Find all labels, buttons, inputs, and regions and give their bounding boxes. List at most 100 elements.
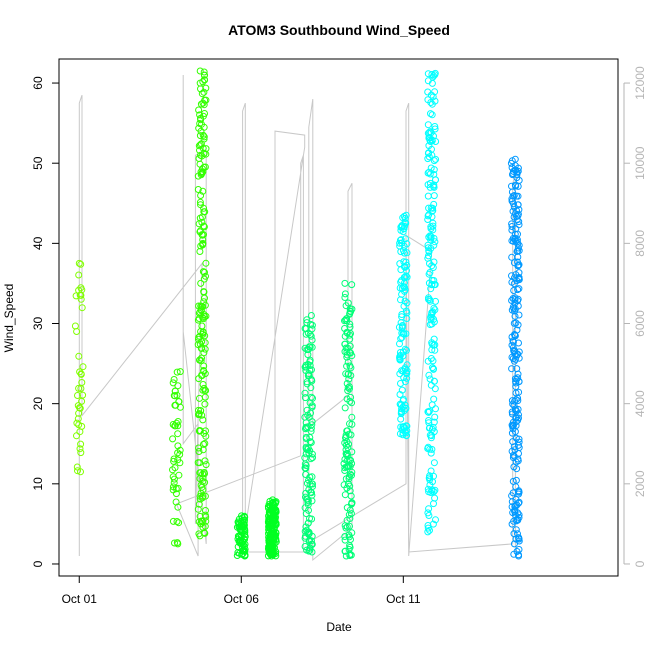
data-point [424,169,432,177]
data-point [201,393,209,401]
data-point [195,315,203,322]
data-point [199,486,207,494]
data-point [515,487,523,495]
data-point [199,446,207,454]
data-point [77,440,85,448]
data-point [170,479,178,487]
y2-axis: 0 2000 4000 6000 8000 10000 12000 [623,66,647,567]
data-point [309,394,316,402]
data-point [514,201,522,209]
data-point [237,533,245,541]
data-point [425,424,433,432]
data-point [432,405,439,413]
data-point [173,368,181,376]
data-point [308,321,316,329]
data-point [198,90,206,98]
data-point [510,319,518,327]
data-point [175,398,183,406]
data-point [169,517,177,525]
data-point [428,346,436,354]
data-point [430,418,438,426]
data-point [430,132,437,140]
data-point [196,394,203,402]
data-point [171,387,179,395]
data-point [425,294,432,302]
y2-tick-label: 10000 [633,146,647,180]
data-point [303,406,311,414]
data-point [73,432,80,440]
data-point [304,423,312,431]
data-point [341,404,349,412]
data-point [170,457,178,465]
data-point [176,459,184,467]
data-point [426,269,434,276]
data-point [511,307,518,315]
data-point [346,420,353,428]
data-point [199,314,207,322]
x-axis: Oct 01 Oct 06 Oct 11 [62,576,421,606]
data-point [514,230,521,238]
series-3 [233,496,280,560]
data-point [196,198,204,206]
data-point [194,186,202,193]
data-point [429,182,437,190]
data-point [400,283,408,291]
data-point [510,280,518,288]
data-point [344,358,352,366]
data-point [427,434,435,442]
data-point [342,370,350,378]
data-point [79,363,87,371]
data-point [396,239,404,247]
data-point [426,321,434,329]
data-point [308,480,316,488]
data-point [425,129,433,137]
data-point [346,385,353,393]
data-point [514,244,522,252]
data-point [302,523,310,531]
data-point [199,131,207,139]
data-point [301,389,309,397]
data-point [428,309,436,317]
data-point [508,333,516,341]
data-point [196,427,204,435]
data-point [398,311,406,318]
series-5 [395,69,440,536]
data-point [195,411,203,418]
data-point [431,88,439,96]
data-point [301,413,309,421]
data-point [430,183,438,191]
data-point [202,84,210,92]
data-point [196,492,204,500]
data-point [307,424,315,432]
data-point [396,355,404,363]
data-point [511,446,519,454]
data-point [431,486,439,494]
data-point [77,385,85,392]
data-point [307,376,315,383]
data-point [301,527,309,535]
data-point [241,528,249,536]
data-point [425,168,433,176]
data-point [509,207,517,215]
data-point [508,365,516,373]
data-point [401,215,409,222]
data-point [201,332,209,340]
data-point [272,531,280,539]
data-point [199,112,207,120]
data-point [430,234,438,242]
y-tick-label: 40 [31,236,45,250]
data-point [197,489,205,497]
data-point [308,537,315,545]
data-point [396,340,403,348]
data-point [75,409,83,417]
data-point [197,328,205,335]
data-point [200,288,208,296]
data-point [305,506,312,514]
data-point [308,540,316,548]
data-point [402,211,410,219]
data-point [74,392,81,399]
data-point [348,413,356,421]
data-point [199,303,207,311]
data-point [307,312,315,319]
y-tick-label: 10 [31,477,45,491]
